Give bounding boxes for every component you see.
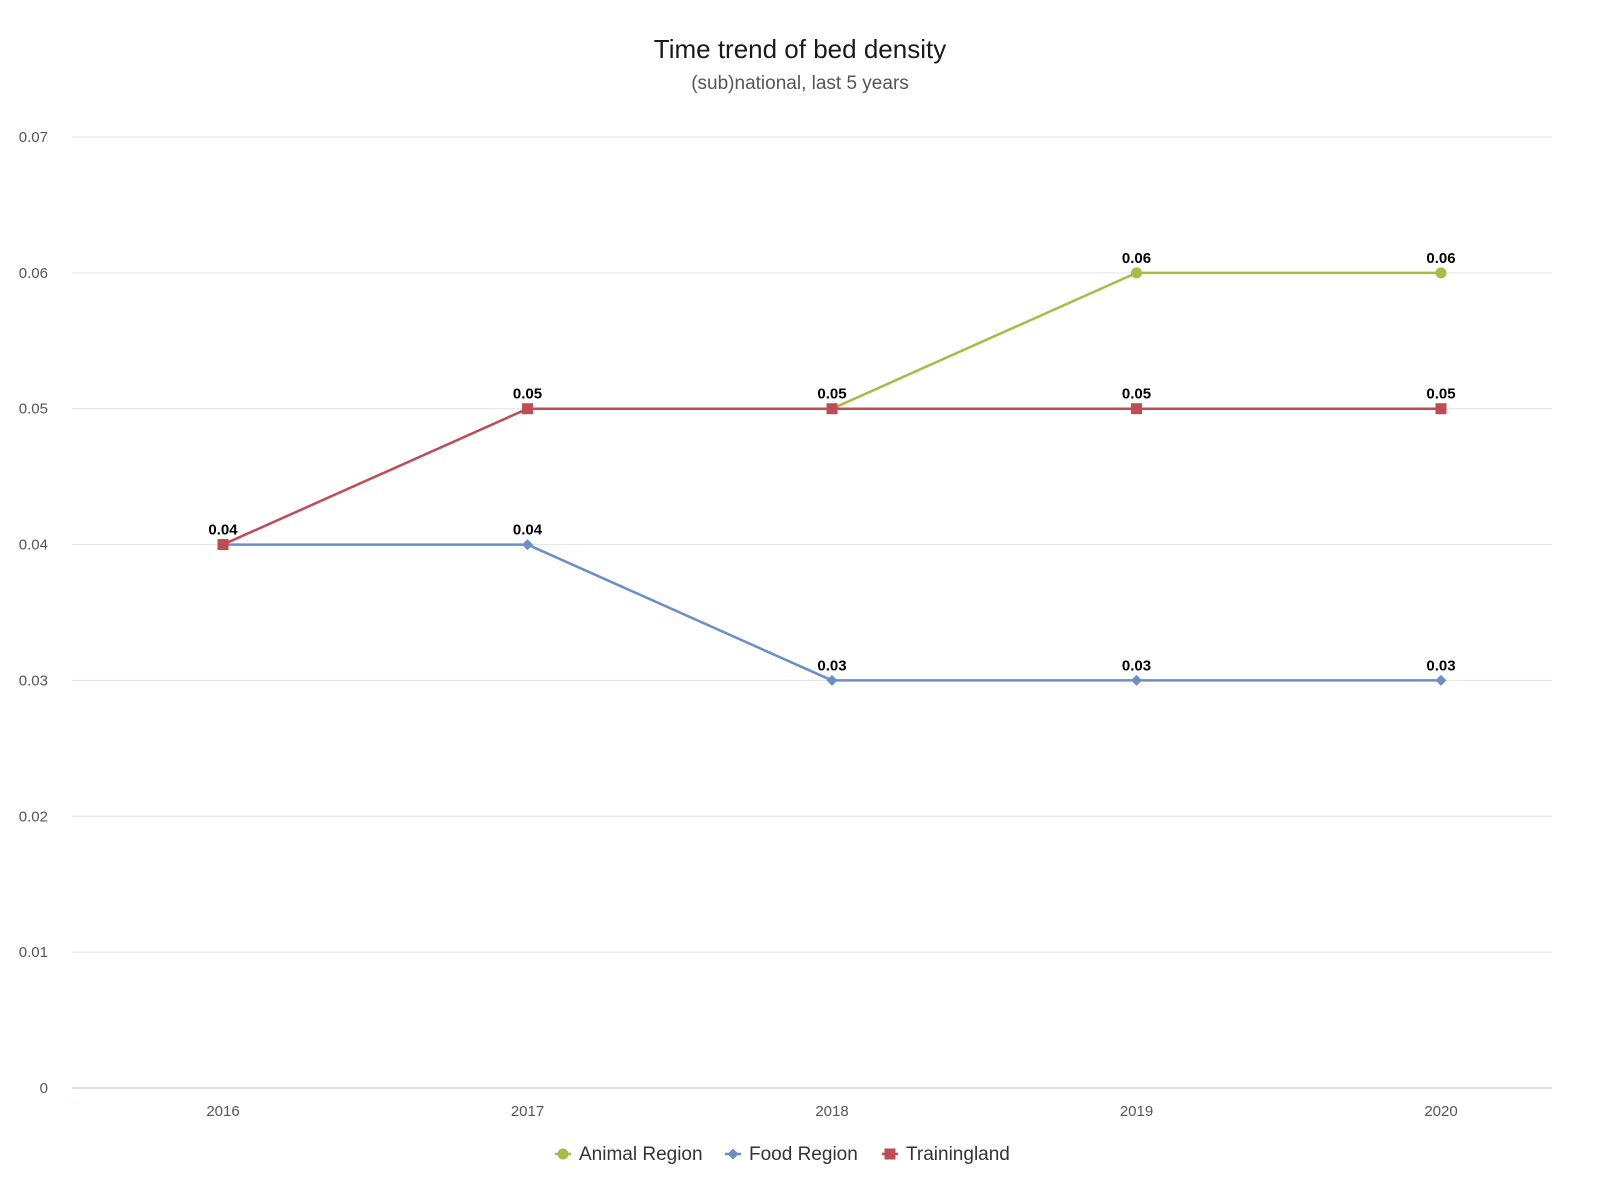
- series-line-trainingland[interactable]: [222, 407, 1441, 546]
- data-point-trainingland[interactable]: [522, 403, 533, 415]
- legend-item-trainingland[interactable]: Trainingland: [882, 1144, 1010, 1165]
- data-label-animal-region: 0.06: [1122, 250, 1151, 267]
- legend-label: Animal Region: [579, 1144, 703, 1165]
- data-label-trainingland: 0.05: [513, 386, 542, 403]
- legend: Animal Region Food Region Trainingland: [555, 1144, 1010, 1165]
- legend-symbol[interactable]: [727, 1148, 739, 1160]
- x-tick-label: 2018: [815, 1103, 848, 1120]
- legend-label: Trainingland: [906, 1144, 1010, 1165]
- x-tick-label: 2017: [511, 1103, 544, 1120]
- data-label-trainingland: 0.04: [208, 522, 238, 539]
- data-label-food-region: 0.03: [1426, 657, 1455, 674]
- y-tick-label: 0.04: [19, 537, 48, 554]
- x-tick-label: 2020: [1424, 1103, 1457, 1120]
- data-point-food-region[interactable]: [522, 539, 533, 551]
- legend-symbol[interactable]: [557, 1148, 569, 1160]
- legend-item-food-region[interactable]: Food Region: [725, 1144, 858, 1165]
- data-label-trainingland: 0.05: [1122, 386, 1151, 403]
- y-tick-label: 0.06: [19, 265, 48, 282]
- chart-subtitle: (sub)national, last 5 years: [691, 73, 909, 94]
- y-tick-label: 0.07: [19, 129, 48, 146]
- x-axis: 2016 2017 2018 2019 2020: [72, 1087, 1552, 1120]
- data-point-animal-region[interactable]: [1435, 267, 1447, 279]
- data-point-food-region[interactable]: [826, 674, 838, 686]
- data-label-food-region: 0.03: [817, 657, 846, 674]
- legend-symbol[interactable]: [884, 1148, 896, 1160]
- y-axis: 0 0.01 0.02 0.03 0.04 0.05 0.06 0.07: [19, 129, 48, 1097]
- y-tick-label: 0.02: [19, 808, 48, 825]
- series-markers: [217, 267, 1447, 686]
- y-tick-label: 0: [40, 1080, 48, 1097]
- data-point-food-region[interactable]: [1131, 674, 1142, 686]
- data-point-trainingland[interactable]: [826, 403, 838, 415]
- data-point-food-region[interactable]: [1435, 674, 1447, 686]
- x-tick-label: 2016: [206, 1103, 239, 1120]
- y-tick-label: 0.03: [19, 672, 48, 689]
- data-labels: 0.06 0.06 0.04 0.03 0.03 0.03 0.04 0.05 0.05 0.05…: [208, 250, 1455, 675]
- series-lines: [222, 271, 1441, 682]
- data-label-food-region: 0.03: [1122, 657, 1151, 674]
- data-label-food-region: 0.04: [513, 522, 543, 539]
- data-point-trainingland[interactable]: [1435, 403, 1447, 415]
- data-point-animal-region[interactable]: [1131, 267, 1142, 279]
- legend-label: Food Region: [749, 1144, 858, 1165]
- data-point-trainingland[interactable]: [1131, 403, 1142, 415]
- data-label-animal-region: 0.06: [1426, 250, 1455, 267]
- y-tick-label: 0.01: [19, 944, 48, 961]
- data-label-trainingland: 0.05: [1426, 386, 1455, 403]
- legend-item-animal-region[interactable]: Animal Region: [555, 1144, 703, 1165]
- chart-title: Time trend of bed density: [654, 34, 946, 64]
- y-tick-label: 0.05: [19, 401, 48, 418]
- data-label-trainingland: 0.05: [817, 386, 846, 403]
- x-tick-label: 2019: [1120, 1103, 1153, 1120]
- data-point-trainingland[interactable]: [217, 539, 229, 551]
